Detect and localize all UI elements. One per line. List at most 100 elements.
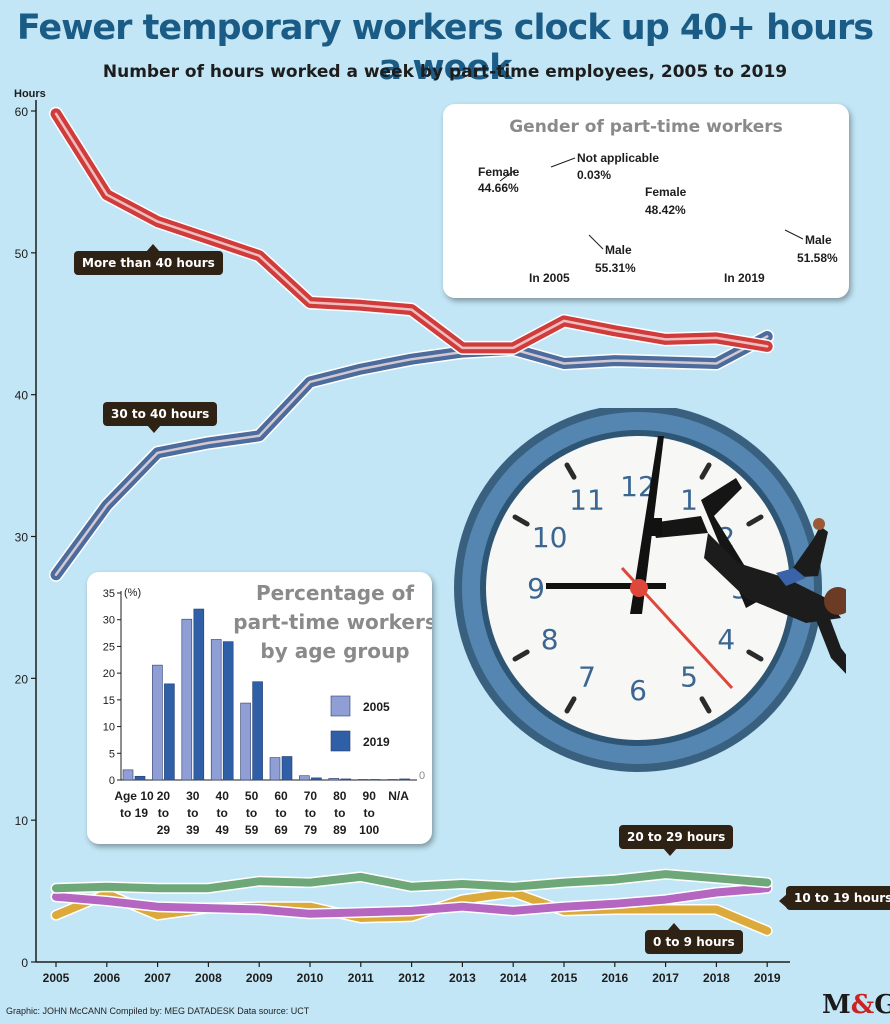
bar-chart-title-line: part-time workers xyxy=(233,610,432,634)
bar-2005-0 xyxy=(122,769,134,781)
x-tick-label: 2009 xyxy=(246,971,273,985)
line-30-to-40-hours-highlight xyxy=(54,335,769,577)
label-10-to-19-hours: 10 to 19 hours xyxy=(778,886,890,910)
label-more-than-40-hours: More than 40 hours xyxy=(74,244,223,275)
clock-tick xyxy=(512,514,530,527)
x-tick-label: 2005 xyxy=(43,971,70,985)
bar-category-label: to xyxy=(364,806,375,820)
bar-category-label: to 19 xyxy=(120,806,148,820)
man-head xyxy=(824,587,846,615)
clock-tick xyxy=(699,696,712,714)
pie-2019-male-name: Male xyxy=(805,233,832,247)
legend-swatch-2019 xyxy=(330,730,351,752)
bar-y-tick-label: 5 xyxy=(109,748,115,760)
man-raised-arm xyxy=(786,526,828,578)
label-20-to-29-hours: 20 to 29 hours xyxy=(619,825,734,856)
bar-y-tick-label: 35 xyxy=(103,588,115,600)
bar-category-label: to xyxy=(334,806,345,820)
bar-2019-5 xyxy=(281,756,293,781)
bar-category-label: Age 10 xyxy=(114,789,154,803)
bar-2019-7 xyxy=(340,778,352,781)
label-30-to-40-hours: 30 to 40 hours xyxy=(103,402,218,433)
pie-2005-na-value: 0.03% xyxy=(577,168,611,182)
clock-tick xyxy=(564,462,577,480)
x-tick-label: 2019 xyxy=(754,971,781,985)
bar-category-label: to xyxy=(305,806,316,820)
bar-category-label: to xyxy=(275,806,286,820)
bar-category-label: 30 xyxy=(186,789,200,803)
x-tick-label: 2016 xyxy=(601,971,628,985)
bar-category-label: 39 xyxy=(186,823,200,837)
chart-title: Fewer temporary workers clock up 40+ hou… xyxy=(16,8,874,88)
bar-2005-7 xyxy=(328,778,340,781)
pie-2005-male-value: 55.31% xyxy=(595,261,636,275)
pie-2005-na-name: Not applicable xyxy=(577,151,659,165)
pie-2019-female-name: Female xyxy=(645,185,687,199)
bar-category-label: 60 xyxy=(274,789,288,803)
brand-logo: M&G xyxy=(822,990,890,1020)
clock-numeral: 1 xyxy=(680,484,698,517)
bar-category-label: 100 xyxy=(359,823,379,837)
bar-2005-3 xyxy=(210,639,222,781)
clock-numeral: 6 xyxy=(629,674,647,707)
clock-numeral: 11 xyxy=(569,484,605,517)
y-tick-label: 0 xyxy=(21,956,28,970)
age-group-bar-chart: (%) 0 5 10 15 20 25 30 35 Age 10 to 19 20 to 29 30 to 39… xyxy=(103,581,437,837)
bar-2005-6 xyxy=(299,775,310,781)
bar-category-label: 20 xyxy=(157,789,171,803)
x-tick-label: 2012 xyxy=(398,971,425,985)
y-tick-label: 60 xyxy=(15,105,29,119)
x-tick-label: 2007 xyxy=(144,971,171,985)
bar-category-label: to xyxy=(187,806,198,820)
bar-2019-3 xyxy=(222,641,234,781)
man-other-leg xyxy=(651,516,708,538)
chart-subtitle: Number of hours worked a week by part-ti… xyxy=(102,62,788,82)
bar-y-tick-label: 25 xyxy=(103,641,115,653)
bar-2019-9 xyxy=(399,778,410,781)
pie-panel-title: Gender of part-time workers xyxy=(509,117,783,137)
bar-category-label: 89 xyxy=(333,823,347,837)
legend-swatch-2005 xyxy=(330,695,351,717)
bar-2019-1 xyxy=(164,683,175,781)
man-torso xyxy=(704,533,841,623)
bar-category-label: 70 xyxy=(304,789,318,803)
x-tick-label: 2014 xyxy=(500,971,527,985)
bar-y-tick-label: 0 xyxy=(109,775,115,787)
clock-minute-hand xyxy=(630,436,664,614)
bar-y-tick-label: 30 xyxy=(103,615,115,627)
pie-2005-female-name: Female xyxy=(478,165,520,179)
pie-2019-year-label: In 2019 xyxy=(724,271,765,285)
bar-category-label: 50 xyxy=(245,789,259,803)
bar-y-tick-label: 10 xyxy=(103,722,115,734)
age-group-bar-panel: (%) 0 5 10 15 20 25 30 35 Age 10 to 19 20 to 29 30 to 39… xyxy=(87,572,437,844)
bar-2019-0 xyxy=(134,775,146,781)
y-tick-label: 10 xyxy=(15,814,29,828)
y-axis-label: Hours xyxy=(14,88,46,100)
line-10-to-19-hours xyxy=(52,884,772,918)
clock-numeral: 9 xyxy=(527,572,545,605)
bar-y-axis-label: (%) xyxy=(124,587,141,599)
x-tick-label: 2018 xyxy=(703,971,730,985)
bar-2005-9 xyxy=(387,779,398,781)
bar-zero-label: 0 xyxy=(419,770,425,782)
y-tick-label: 20 xyxy=(15,672,29,686)
pie-2005-male-name: Male xyxy=(605,243,632,257)
bar-category-label: 90 xyxy=(363,789,377,803)
bar-category-label: 79 xyxy=(304,823,318,837)
pie-2019-male-value: 51.58% xyxy=(797,251,838,265)
y-tick-label: 40 xyxy=(15,389,29,403)
line-more-than-40-hours-highlight xyxy=(54,112,769,350)
bar-category-label: 29 xyxy=(157,823,171,837)
bar-category-label: 49 xyxy=(216,823,230,837)
bar-category-label: 80 xyxy=(333,789,347,803)
bar-category-label: 40 xyxy=(216,789,230,803)
bar-2019-2 xyxy=(193,608,205,781)
clock-numeral: 4 xyxy=(717,623,735,656)
pie-2005-na-leader xyxy=(550,157,576,168)
label-0-to-9-hours: 0 to 9 hours xyxy=(645,923,743,954)
falling-man-figure xyxy=(648,478,846,674)
clock-illustration: 121234567891011 xyxy=(454,408,846,772)
legend-label-2005: 2005 xyxy=(363,700,390,714)
pie-2019-male-leader xyxy=(784,229,804,240)
x-tick-label: 2017 xyxy=(652,971,679,985)
